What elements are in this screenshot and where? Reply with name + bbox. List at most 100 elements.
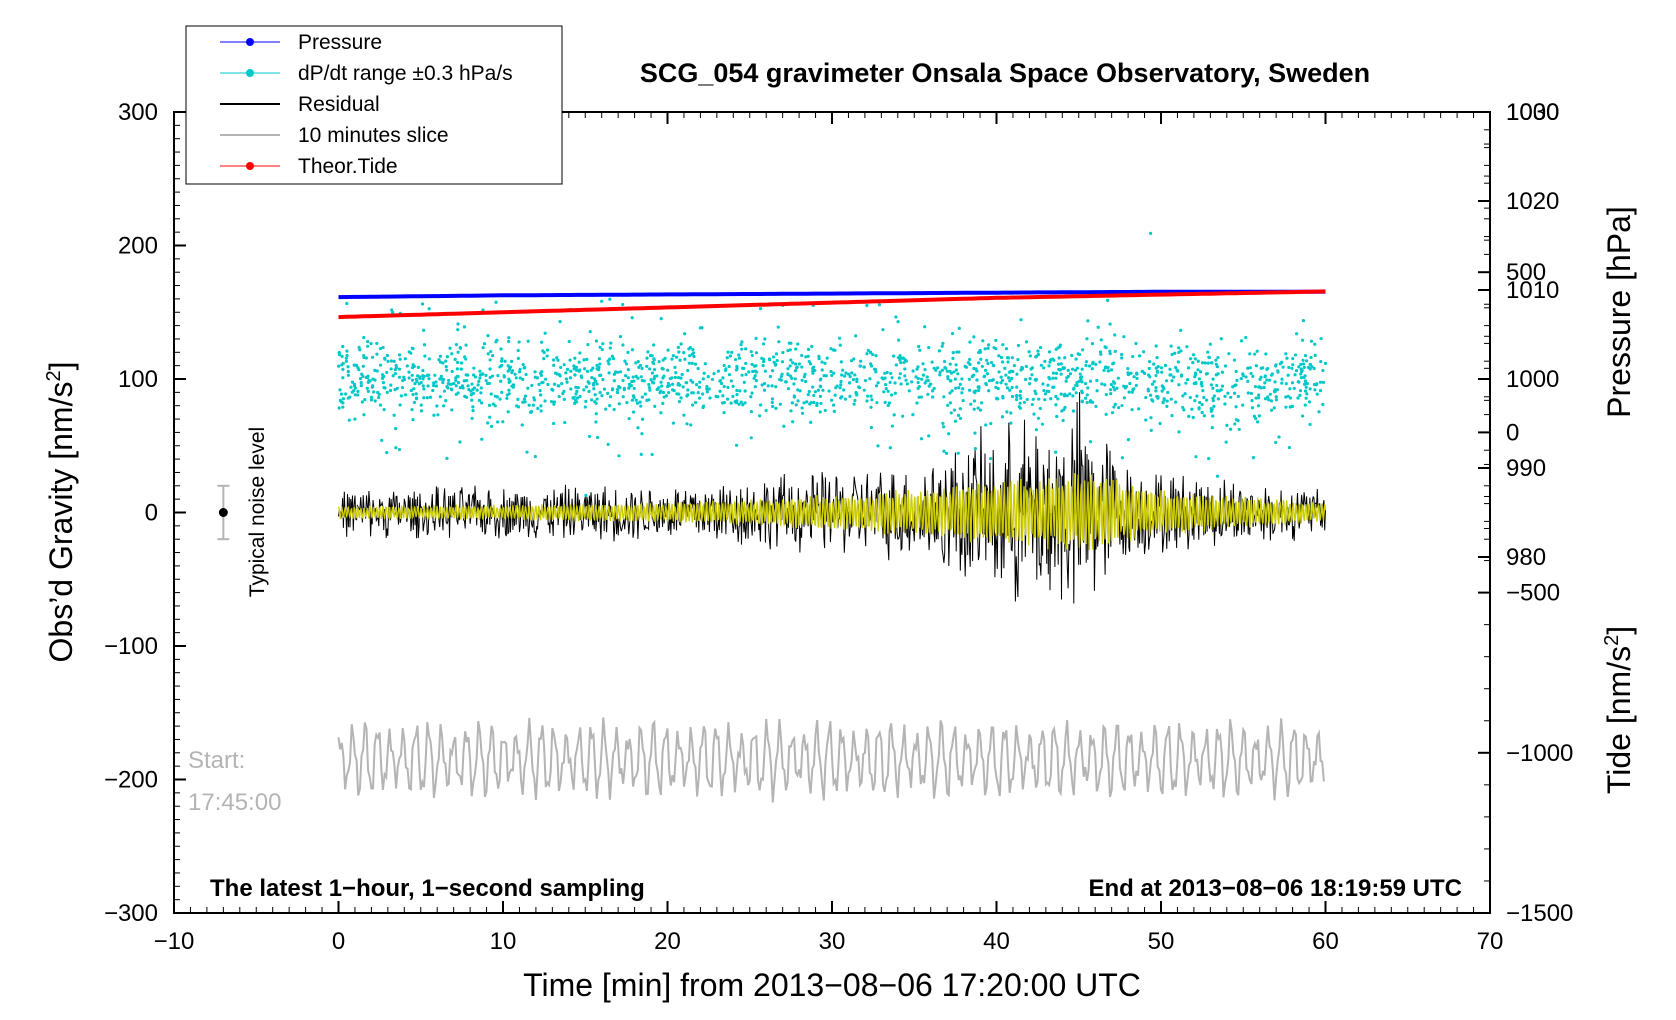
dpdt-point xyxy=(948,401,953,405)
dpdt-point xyxy=(693,362,698,366)
dpdt-point xyxy=(754,370,759,374)
dpdt-point xyxy=(1065,394,1069,398)
dpdt-point xyxy=(666,368,670,372)
dpdt-point xyxy=(1043,359,1047,363)
dpdt-point xyxy=(339,400,343,404)
dpdt-point xyxy=(751,369,755,374)
dpdt-point xyxy=(428,395,433,399)
dpdt-point xyxy=(994,338,998,343)
y-tick-label: 300 xyxy=(118,99,158,126)
dpdt-point xyxy=(804,355,808,359)
dpdt-point xyxy=(532,396,536,400)
dpdt-point xyxy=(470,382,474,386)
dpdt-point xyxy=(1011,369,1015,374)
dpdt-point xyxy=(750,362,754,366)
dpdt-point xyxy=(589,398,594,402)
dpdt-point xyxy=(456,360,460,365)
dpdt-point xyxy=(883,371,887,375)
dpdt-point xyxy=(1028,377,1032,381)
dpdt-point xyxy=(1301,362,1306,366)
dpdt-point xyxy=(543,377,548,381)
dpdt-point xyxy=(1130,390,1134,394)
dpdt-point xyxy=(434,380,438,384)
dpdt-point xyxy=(418,375,422,379)
dpdt-point xyxy=(583,367,587,371)
dpdt-point xyxy=(884,382,888,387)
dpdt-point xyxy=(639,452,643,457)
dpdt-point xyxy=(740,373,744,377)
dpdt-point xyxy=(762,382,767,386)
dpdt-point xyxy=(585,357,589,361)
dpdt-point xyxy=(829,398,834,402)
dpdt-point xyxy=(749,350,753,354)
dpdt-point xyxy=(874,354,878,358)
dpdt-point xyxy=(761,342,766,346)
dpdt-point xyxy=(716,369,720,373)
dpdt-point xyxy=(1135,376,1139,381)
dpdt-point xyxy=(1047,375,1051,380)
dpdt-point xyxy=(843,374,847,378)
dpdt-point xyxy=(1115,386,1119,390)
dpdt-point xyxy=(753,374,757,378)
dpdt-point xyxy=(1229,395,1233,399)
dpdt-point xyxy=(514,376,518,380)
dpdt-point xyxy=(972,335,976,339)
dpdt-point xyxy=(1061,418,1065,423)
dpdt-point xyxy=(1098,360,1102,364)
dpdt-point xyxy=(725,397,730,401)
dpdt-point xyxy=(636,426,640,430)
dpdt-point xyxy=(865,352,869,356)
dpdt-point xyxy=(539,404,543,408)
dpdt-point xyxy=(1250,399,1254,403)
dpdt-point xyxy=(1196,359,1200,363)
dpdt-point xyxy=(1215,365,1219,369)
dpdt-point xyxy=(686,368,690,373)
dpdt-point xyxy=(640,432,644,436)
dpdt-point xyxy=(496,420,500,424)
dpdt-point xyxy=(645,356,649,360)
dpdt-point xyxy=(852,402,856,406)
dpdt-point xyxy=(606,359,610,363)
dpdt-point xyxy=(609,395,613,399)
dpdt-point xyxy=(1200,361,1205,365)
dpdt-point xyxy=(911,413,915,417)
dpdt-point xyxy=(516,348,520,353)
dpdt-point xyxy=(1246,391,1250,395)
dpdt-point xyxy=(877,303,882,307)
dpdt-point xyxy=(533,370,537,374)
dpdt-point xyxy=(458,440,462,444)
dpdt-point xyxy=(1135,372,1139,376)
dpdt-point xyxy=(583,405,587,409)
dpdt-point xyxy=(507,392,511,396)
dpdt-point xyxy=(1071,409,1076,413)
dpdt-point xyxy=(676,383,680,387)
y-axis-title-tide-end: ] xyxy=(1601,626,1637,635)
dpdt-point xyxy=(898,355,902,360)
dpdt-point xyxy=(852,357,856,361)
dpdt-point xyxy=(353,386,357,390)
dpdt-point xyxy=(794,347,798,351)
pressure-tick-label: 980 xyxy=(1506,544,1546,571)
dpdt-point xyxy=(973,447,977,451)
y-axis-title-left-sup: 2 xyxy=(43,370,65,381)
dpdt-point xyxy=(608,297,612,301)
dpdt-point xyxy=(1177,383,1181,387)
dpdt-point xyxy=(381,380,386,385)
dpdt-point xyxy=(863,379,868,383)
dpdt-point xyxy=(980,401,984,405)
dpdt-point xyxy=(1019,396,1023,400)
dpdt-point xyxy=(471,373,476,377)
dpdt-point xyxy=(337,353,342,357)
dpdt-point xyxy=(1165,399,1169,403)
dpdt-point xyxy=(419,409,424,413)
dpdt-point xyxy=(489,392,493,396)
dpdt-point xyxy=(1099,338,1103,342)
dpdt-point xyxy=(820,368,824,372)
dpdt-point xyxy=(341,405,345,409)
dpdt-point xyxy=(809,401,813,405)
dpdt-point xyxy=(518,376,522,380)
dpdt-point xyxy=(1147,366,1151,371)
dpdt-point xyxy=(800,353,804,358)
dpdt-point xyxy=(1163,363,1168,368)
